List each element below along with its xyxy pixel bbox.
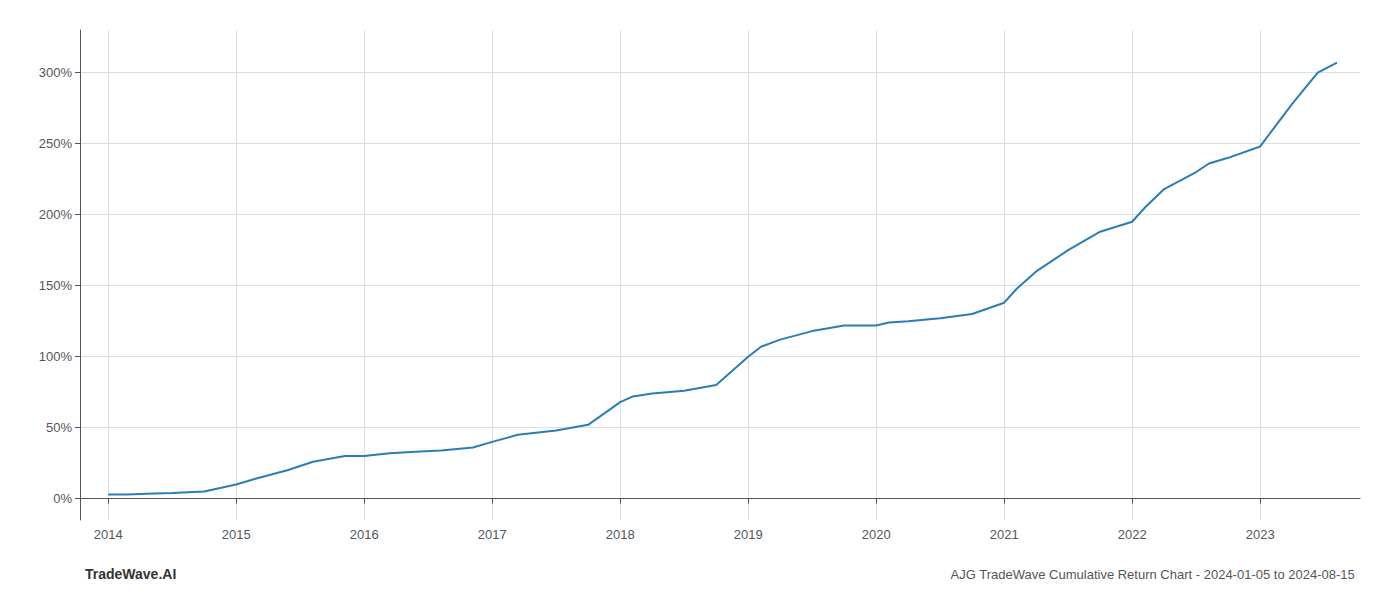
svg-text:2018: 2018: [606, 527, 635, 542]
svg-text:2017: 2017: [478, 527, 507, 542]
svg-text:2014: 2014: [94, 527, 123, 542]
svg-text:300%: 300%: [39, 65, 73, 80]
svg-text:2023: 2023: [1246, 527, 1275, 542]
svg-text:2022: 2022: [1118, 527, 1147, 542]
svg-text:50%: 50%: [46, 420, 72, 435]
svg-text:2016: 2016: [350, 527, 379, 542]
svg-text:2020: 2020: [862, 527, 891, 542]
svg-text:200%: 200%: [39, 207, 73, 222]
svg-text:TradeWave.AI: TradeWave.AI: [85, 566, 176, 582]
svg-text:2015: 2015: [222, 527, 251, 542]
svg-text:2021: 2021: [990, 527, 1019, 542]
svg-text:250%: 250%: [39, 136, 73, 151]
svg-text:0%: 0%: [53, 491, 72, 506]
svg-text:100%: 100%: [39, 349, 73, 364]
svg-text:150%: 150%: [39, 278, 73, 293]
svg-text:2019: 2019: [734, 527, 763, 542]
svg-text:AJG TradeWave Cumulative Retur: AJG TradeWave Cumulative Return Chart - …: [951, 567, 1355, 582]
